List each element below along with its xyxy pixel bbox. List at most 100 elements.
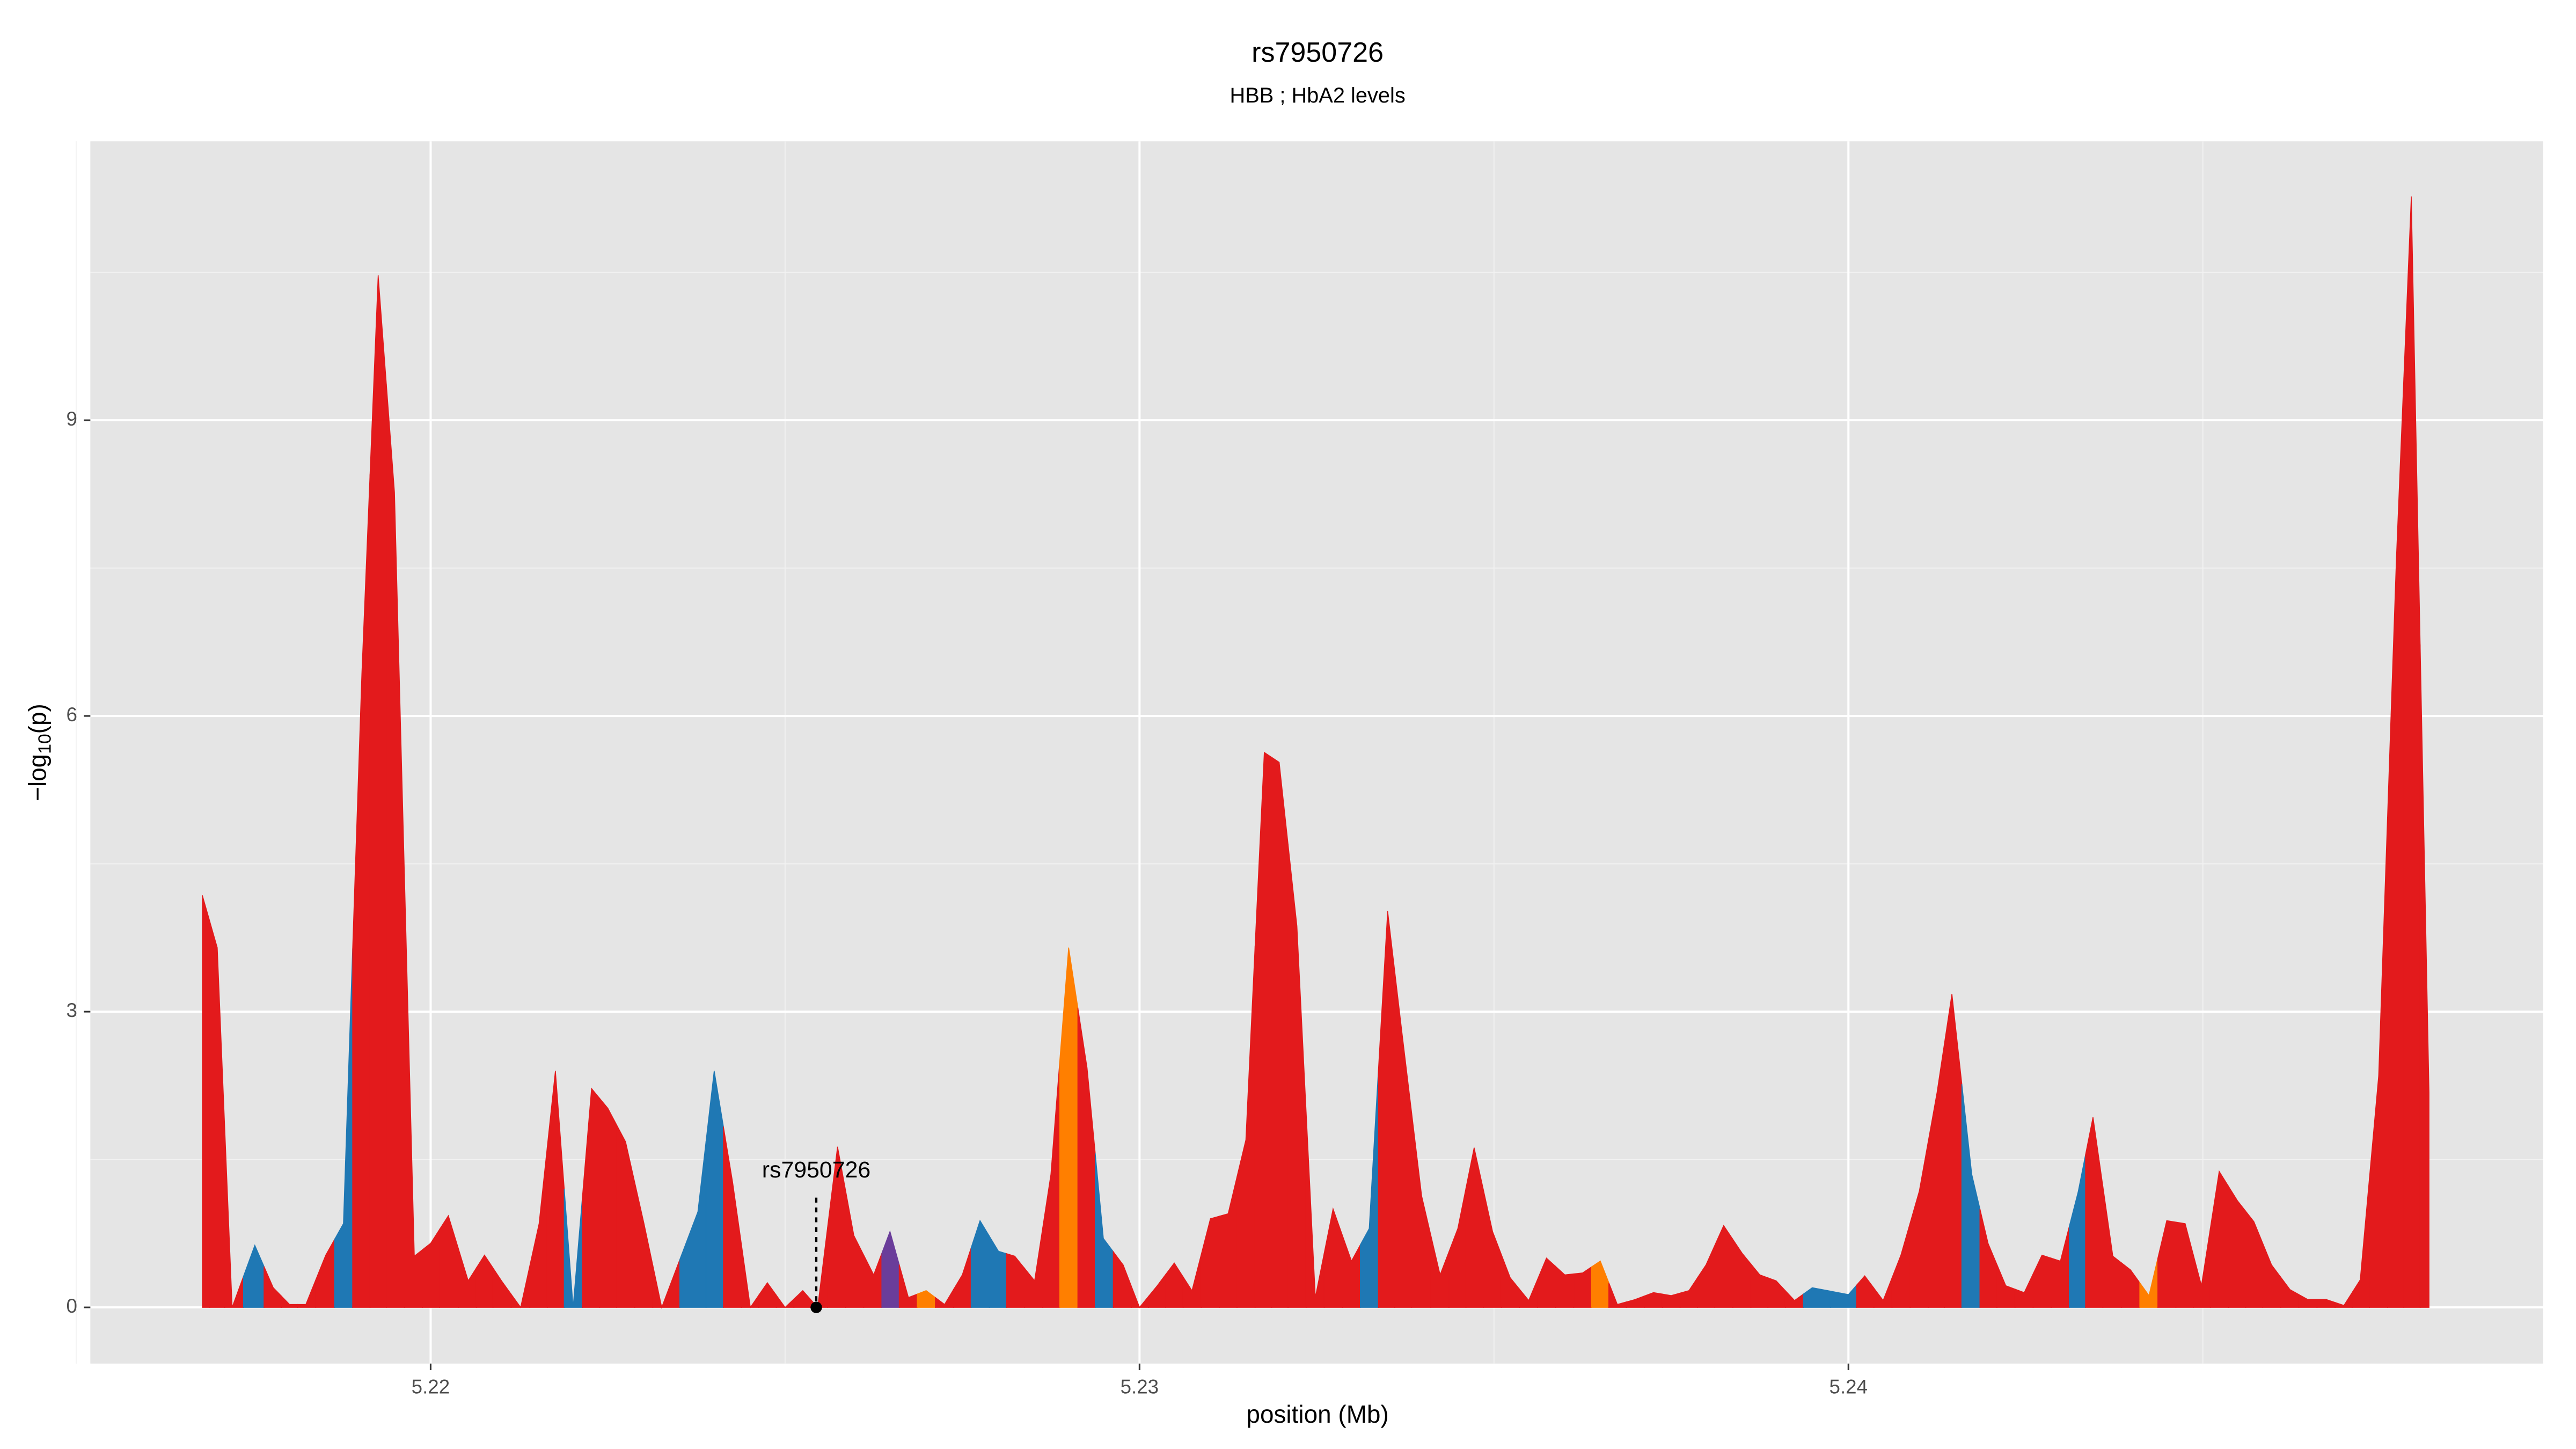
area-segment xyxy=(2014,1274,2034,1308)
x-axis-title: position (Mb) xyxy=(1246,1400,1388,1428)
area-segment xyxy=(1909,1141,1929,1308)
area-segment xyxy=(935,1288,954,1308)
area-segment xyxy=(1626,1295,1645,1308)
area-segment xyxy=(1182,1254,1202,1308)
area-segment xyxy=(2245,1210,2264,1308)
area-segment xyxy=(827,1146,846,1308)
area-segment xyxy=(2403,196,2421,1308)
area-segment xyxy=(2157,1220,2177,1308)
area-segment xyxy=(1608,1282,1627,1308)
area-segment xyxy=(917,1290,936,1308)
annotation-label: rs7950726 xyxy=(762,1157,870,1183)
area-segment xyxy=(2334,1291,2353,1308)
annotation-point xyxy=(810,1301,822,1313)
area-segment xyxy=(1430,1235,1450,1308)
area-segment xyxy=(652,1259,680,1309)
area-segment xyxy=(1483,1189,1502,1308)
area-segment xyxy=(281,1295,298,1308)
area-segment xyxy=(546,1071,565,1308)
area-segment xyxy=(202,895,210,1308)
area-segment xyxy=(1944,993,1963,1308)
area-segment xyxy=(1679,1276,1698,1308)
area-segment xyxy=(1236,946,1256,1308)
area-segment xyxy=(1131,1286,1149,1308)
area-segment xyxy=(881,1230,900,1308)
area-segment xyxy=(793,1290,811,1308)
area-segment xyxy=(1077,1007,1096,1308)
y-axis-title-part: (p) xyxy=(24,704,52,734)
area-segment xyxy=(458,1248,477,1308)
area-segment xyxy=(1996,1264,2016,1308)
area-segment xyxy=(492,1267,512,1308)
area-segment xyxy=(1024,1227,1043,1308)
area-segment xyxy=(616,1124,635,1308)
area-segment xyxy=(2085,1117,2104,1308)
area-segment xyxy=(1874,1277,1893,1308)
area-segment xyxy=(989,1234,1007,1308)
area-segment xyxy=(723,1126,742,1308)
area-segment xyxy=(1555,1265,1575,1308)
area-segment xyxy=(2419,644,2429,1308)
y-axis-title: −log10(p) xyxy=(24,704,55,801)
area-segment xyxy=(1342,1234,1361,1308)
area-segment xyxy=(1856,1275,1875,1308)
area-segment xyxy=(1148,1273,1166,1308)
area-segment xyxy=(315,1238,335,1308)
area-segment xyxy=(1501,1254,1520,1308)
area-segment xyxy=(845,1191,865,1308)
area-segment xyxy=(439,1214,459,1308)
y-tick-label: 0 xyxy=(66,1295,77,1317)
area-segment xyxy=(2051,1226,2070,1308)
area-segment xyxy=(564,1189,583,1308)
area-segment xyxy=(1095,1153,1114,1308)
x-tick-label: 5.22 xyxy=(412,1375,450,1397)
area-segment xyxy=(1697,1245,1716,1308)
area-segment xyxy=(863,1253,882,1308)
area-segment xyxy=(243,1244,265,1308)
area-segment xyxy=(775,1293,795,1308)
x-tick-label: 5.24 xyxy=(1829,1375,1868,1397)
plot-panel xyxy=(90,141,2543,1364)
area-segment xyxy=(1006,1253,1026,1308)
area-segment xyxy=(209,921,225,1308)
y-axis-title-part: −log xyxy=(24,754,52,801)
area-segment xyxy=(2228,1184,2246,1308)
area-segment xyxy=(1979,1209,1997,1308)
y-tick-label: 9 xyxy=(66,408,77,430)
area-segment xyxy=(679,1141,707,1308)
area-segment xyxy=(404,874,423,1308)
area-segment xyxy=(1113,1250,1132,1308)
area-segment xyxy=(1411,1114,1432,1308)
area-segment xyxy=(1714,1225,1733,1308)
area-segment xyxy=(1803,1287,1831,1308)
area-segment xyxy=(1537,1257,1556,1308)
area-segment xyxy=(2262,1243,2281,1308)
axes: 5.22 5.23 5.24 0 3 6 9 xyxy=(66,408,1868,1398)
area-segment xyxy=(1042,1060,1060,1308)
area-segment xyxy=(1201,1216,1220,1308)
area-segment xyxy=(1784,1289,1804,1308)
chart-subtitle: HBB ; HbA2 levels xyxy=(1230,84,1405,107)
chart-title: rs7950726 xyxy=(1252,37,1384,68)
area-segment xyxy=(1059,947,1079,1308)
area-segment xyxy=(1378,911,1395,1308)
area-segment xyxy=(2193,1228,2211,1308)
area-segment xyxy=(810,1227,828,1308)
area-segment xyxy=(529,1147,548,1308)
area-segment xyxy=(2387,377,2404,1308)
area-segment xyxy=(1448,1188,1467,1308)
area-segment xyxy=(1573,1266,1592,1308)
area-segment xyxy=(2139,1258,2158,1308)
area-segment xyxy=(898,1264,918,1308)
area-segment xyxy=(264,1266,282,1308)
area-segment xyxy=(224,1127,244,1308)
area-segment xyxy=(422,1228,440,1308)
area-segment xyxy=(1323,1207,1343,1308)
area-segment xyxy=(1961,1084,1981,1308)
area-segment xyxy=(1750,1263,1769,1308)
area-segment xyxy=(1644,1292,1663,1308)
area-segment xyxy=(1360,1070,1379,1308)
y-tick-label: 3 xyxy=(66,999,77,1021)
area-segment xyxy=(1165,1262,1184,1308)
